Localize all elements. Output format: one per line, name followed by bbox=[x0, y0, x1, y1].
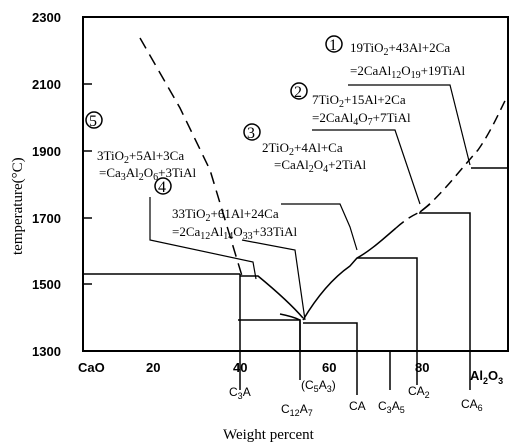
phase-label-ca2: CA2 bbox=[408, 384, 430, 400]
reaction-1-line1: 19TiO2+43Al+2Ca bbox=[350, 40, 450, 58]
x-axis-label: Weight percent bbox=[223, 427, 315, 443]
reaction-4-line1: 33TiO2+61Al+24Ca bbox=[172, 206, 279, 224]
y-tick-label: 1500 bbox=[32, 277, 61, 292]
reaction-4-line2: =2Ca12Al14O33+33TiAl bbox=[172, 224, 297, 242]
reaction-2-line2: =2CaAl4O7+7TiAl bbox=[312, 110, 411, 128]
y-tick-label: 2100 bbox=[32, 77, 61, 92]
phase-label-c3a5: C3A5 bbox=[378, 399, 405, 415]
y-tick-label: 1300 bbox=[32, 344, 61, 359]
y-tick-label: 1900 bbox=[32, 144, 61, 159]
reaction-number: 2 bbox=[294, 84, 302, 101]
reaction-number: 4 bbox=[158, 179, 166, 196]
reaction-3-line1: 2TiO2+4Al+Ca bbox=[262, 140, 343, 158]
y-ticks bbox=[83, 16, 92, 352]
phase-label-c3a: C3A bbox=[229, 385, 251, 401]
x-end-left-label: CaO bbox=[78, 360, 105, 375]
reaction-2-line1: 7TiO2+15Al+2Ca bbox=[312, 92, 406, 110]
reaction-number-badge bbox=[85, 111, 103, 129]
reaction-number-badge bbox=[325, 35, 343, 53]
reaction-5-line1: 3TiO2+5Al+3Ca bbox=[97, 148, 184, 166]
y-tick-label: 1700 bbox=[32, 211, 61, 226]
phase-label-ca: CA bbox=[349, 399, 366, 413]
phase-label-c12a7: C12A7 bbox=[281, 402, 313, 418]
leader-lines bbox=[149, 84, 471, 321]
reaction-3-line2: =CaAl2O4+2TiAl bbox=[274, 157, 366, 175]
phase-lines bbox=[83, 37, 509, 395]
x-tick-label: 80 bbox=[415, 360, 429, 375]
plot-frame bbox=[82, 16, 509, 352]
reaction-5-line2: =Ca3Al2O6+3TiAl bbox=[99, 165, 196, 183]
reaction-number: 3 bbox=[247, 125, 255, 142]
reaction-1-line2: =2CaAl12O19+19TiAl bbox=[350, 63, 465, 81]
reaction-number: 5 bbox=[89, 113, 97, 130]
phase-label-ca6: CA6 bbox=[461, 397, 483, 413]
y-axis-label: temperature(°C) bbox=[10, 157, 26, 255]
reaction-number-badge bbox=[290, 82, 308, 100]
phase-label-c5a3: (C5A3) bbox=[301, 378, 336, 394]
x-end-right-label: Al2O3 bbox=[470, 368, 503, 386]
y-tick-label: 2300 bbox=[32, 10, 61, 25]
reaction-number: 1 bbox=[329, 37, 337, 54]
x-tick-label: 20 bbox=[146, 360, 160, 375]
x-tick-label: 60 bbox=[322, 360, 336, 375]
reaction-number-badge bbox=[154, 177, 172, 195]
reaction-number-badge bbox=[243, 123, 261, 141]
